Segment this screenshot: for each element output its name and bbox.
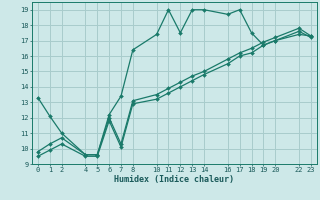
X-axis label: Humidex (Indice chaleur): Humidex (Indice chaleur) <box>115 175 234 184</box>
